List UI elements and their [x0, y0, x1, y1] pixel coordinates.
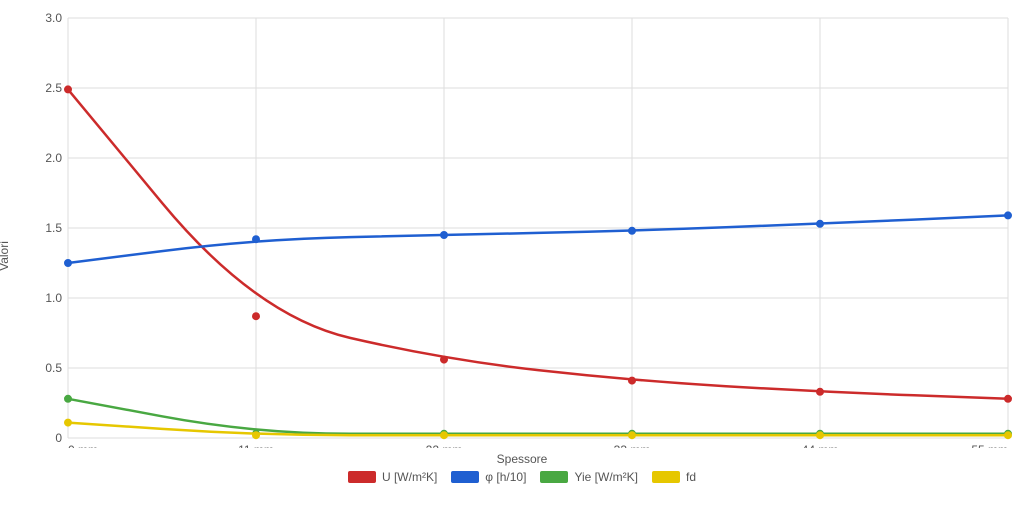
legend-swatch — [348, 471, 376, 483]
legend-label: φ [h/10] — [485, 470, 526, 484]
legend: U [W/m²K] φ [h/10] Yie [W/m²K] fd — [40, 470, 1004, 484]
legend-label: Yie [W/m²K] — [574, 470, 638, 484]
svg-text:0.5: 0.5 — [45, 361, 62, 375]
svg-text:33 mm: 33 mm — [614, 443, 651, 448]
svg-text:0 mm: 0 mm — [68, 443, 98, 448]
x-axis-label: Spessore — [40, 452, 1004, 466]
legend-item: U [W/m²K] — [348, 470, 437, 484]
series — [65, 86, 1012, 402]
y-axis-label: Valori — [0, 241, 11, 271]
svg-text:44 mm: 44 mm — [802, 443, 839, 448]
series — [65, 419, 1012, 439]
legend-swatch — [540, 471, 568, 483]
legend-swatch — [451, 471, 479, 483]
series — [65, 212, 1012, 267]
svg-text:0: 0 — [55, 431, 62, 445]
svg-text:22 mm: 22 mm — [426, 443, 463, 448]
legend-item: φ [h/10] — [451, 470, 526, 484]
svg-text:2.0: 2.0 — [45, 151, 62, 165]
svg-text:1.0: 1.0 — [45, 291, 62, 305]
legend-swatch — [652, 471, 680, 483]
legend-label: U [W/m²K] — [382, 470, 437, 484]
svg-text:1.5: 1.5 — [45, 221, 62, 235]
chart-container: Valori 0 0.5 1.0 1.5 2.0 2.5 3.0 0 mm 11 mm 22 mm… — [0, 0, 1024, 512]
line-chart: 0 0.5 1.0 1.5 2.0 2.5 3.0 0 mm 11 mm 22 mm 33 mm 44… — [40, 8, 1020, 448]
legend-item: Yie [W/m²K] — [540, 470, 638, 484]
legend-label: fd — [686, 470, 696, 484]
svg-text:3.0: 3.0 — [45, 11, 62, 25]
svg-text:55 mm: 55 mm — [971, 443, 1008, 448]
svg-text:11 mm: 11 mm — [238, 443, 274, 448]
legend-item: fd — [652, 470, 696, 484]
svg-text:2.5: 2.5 — [45, 81, 62, 95]
